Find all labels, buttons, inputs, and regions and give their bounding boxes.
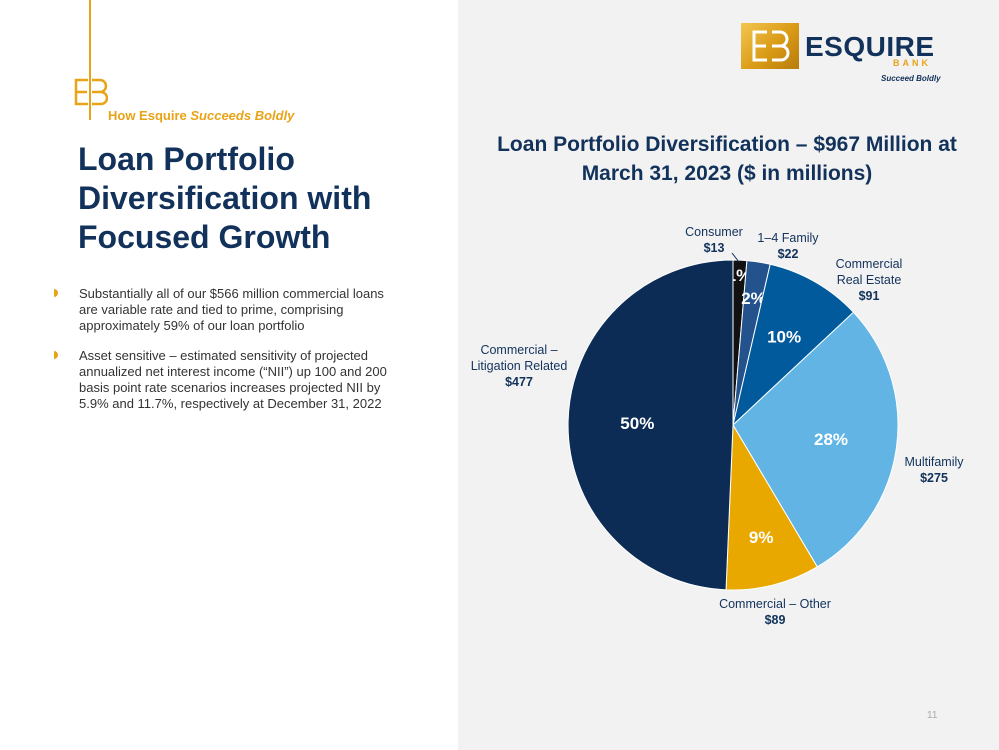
value-label: $13 xyxy=(704,241,725,255)
bullet-text: Substantially all of our $566 million co… xyxy=(79,286,384,333)
bullet-text: Asset sensitive – estimated sensitivity … xyxy=(79,348,387,411)
logo-slogan: Succeed Boldly xyxy=(881,74,941,83)
category-label: Real Estate xyxy=(837,273,902,287)
tagline-prefix: How Esquire xyxy=(108,108,187,123)
tagline: How Esquire Succeeds Boldly xyxy=(108,108,294,123)
accent-line xyxy=(89,0,91,120)
logo-badge xyxy=(741,23,799,69)
pie-slice-commercial-other xyxy=(725,423,818,591)
category-label: Multifamily xyxy=(904,455,964,469)
pie-slice-commercial-real-estate xyxy=(732,263,855,427)
bullet-item: Substantially all of our $566 million co… xyxy=(54,286,394,334)
bullet-marker-icon xyxy=(54,351,58,359)
page-number: 11 xyxy=(927,710,938,721)
slide-title: Loan Portfolio Diversification with Focu… xyxy=(78,141,372,255)
leader-line xyxy=(731,252,740,263)
logo-name: ESQUIRE xyxy=(805,31,935,62)
value-label: $89 xyxy=(765,613,786,627)
category-label: Litigation Related xyxy=(471,359,568,373)
category-label: Commercial – Other xyxy=(719,597,831,611)
category-label: 1–4 Family xyxy=(757,231,819,245)
bullet-item: Asset sensitive – estimated sensitivity … xyxy=(54,348,394,412)
percent-label: 28% xyxy=(814,430,848,449)
category-label: Commercial – xyxy=(480,343,557,357)
value-label: $477 xyxy=(505,375,533,389)
value-label: $275 xyxy=(920,471,948,485)
pie-slice-multifamily xyxy=(732,311,899,568)
bullet-marker-icon xyxy=(54,289,58,297)
logo-bank: BANK xyxy=(893,58,931,68)
value-label: $22 xyxy=(778,247,799,261)
pie-slice-commercial-litigation-related xyxy=(567,259,734,591)
percent-label: 2% xyxy=(741,289,766,308)
tagline-emphasis: Succeeds Boldly xyxy=(190,108,295,123)
eb-monogram-icon xyxy=(74,78,108,106)
percent-label: 10% xyxy=(767,327,801,346)
bullet-list: Substantially all of our $566 million co… xyxy=(54,286,394,426)
category-label: Commercial xyxy=(836,257,903,271)
percent-label: 50% xyxy=(620,414,654,433)
category-label: Consumer xyxy=(685,225,743,239)
chart-title: Loan Portfolio Diversification – $967 Mi… xyxy=(497,133,957,185)
percent-label: 9% xyxy=(749,528,774,547)
logo-monogram-icon xyxy=(752,30,790,62)
value-label: $91 xyxy=(859,289,880,303)
